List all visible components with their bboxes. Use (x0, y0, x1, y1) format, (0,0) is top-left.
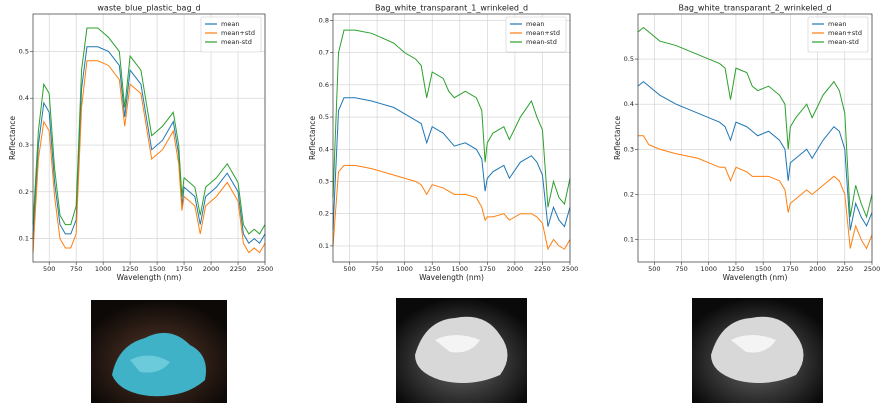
x-tick-label: 500 (343, 265, 355, 273)
x-tick-label: 2000 (507, 265, 524, 273)
x-tick-label: 500 (43, 265, 55, 273)
y-axis-label: Reflectance (308, 116, 317, 160)
x-axis-label: Wavelength (nm) (419, 273, 484, 282)
x-axis-label: Wavelength (nm) (723, 273, 788, 282)
x-axis-label: Wavelength (nm) (117, 273, 182, 282)
series-line (32, 60, 266, 254)
plot-area (638, 14, 872, 262)
x-tick-label: 2500 (864, 265, 881, 273)
y-tick-label: 0.2 (319, 210, 329, 218)
x-tick-label: 750 (371, 265, 383, 273)
series-line (32, 46, 266, 245)
legend-label: mean+std (221, 29, 255, 37)
x-tick-label: 1500 (451, 265, 468, 273)
x-tick-label: 2000 (203, 265, 220, 273)
y-tick-label: 0.7 (319, 49, 329, 57)
legend-label: mean (526, 20, 544, 28)
y-tick-label: 0.8 (319, 16, 329, 24)
photo-blue-bag (91, 300, 227, 403)
series-line (32, 27, 266, 235)
x-tick-label: 2500 (257, 265, 274, 273)
x-tick-label: 1000 (396, 265, 413, 273)
series-line (637, 26, 873, 219)
y-tick-label: 0.2 (624, 190, 634, 198)
x-tick-label: 2250 (837, 265, 854, 273)
y-axis-label: Reflectance (613, 116, 622, 160)
series-line (332, 97, 571, 230)
y-tick-label: 0.3 (19, 141, 29, 149)
legend-label: mean+std (526, 29, 560, 37)
x-tick-label: 1000 (700, 265, 717, 273)
legend-box (505, 16, 567, 53)
x-tick-label: 1000 (95, 265, 112, 273)
series-line (637, 80, 873, 231)
chart-panel: 500 750 1000 1250 1500 1750 2000 2250 2500 0.1 0.2… (613, 4, 880, 283)
x-tick-label: 2250 (230, 265, 247, 273)
series-line (638, 135, 873, 250)
x-tick-label: 750 (675, 265, 687, 273)
plot-frame (637, 13, 873, 263)
x-tick-label: 1750 (479, 265, 496, 273)
photo-white-bag-2 (692, 298, 823, 403)
legend-label: mean (221, 20, 239, 28)
plot-frame (32, 13, 266, 263)
legend-label: mean-std (526, 38, 557, 46)
chart-title: Bag_white_transparant_2_wrinkeled_d (678, 4, 831, 13)
legend-label: mean (828, 20, 846, 28)
series-line (332, 164, 571, 251)
chart-title: Bag_white_transparant_1_wrinkeled_d (375, 4, 528, 13)
legend-box (200, 16, 262, 53)
y-tick-label: 0.3 (624, 145, 634, 153)
chart-panel: 500 750 1000 1250 1500 1750 2000 2250 2500 0.1 0.2… (8, 4, 273, 283)
x-tick-label: 2500 (562, 265, 579, 273)
y-tick-label: 0.6 (319, 81, 329, 89)
photo-white-bag-1 (396, 298, 527, 403)
y-tick-label: 0.2 (19, 188, 29, 196)
y-tick-label: 0.1 (319, 242, 329, 250)
legend-label: mean-std (221, 38, 252, 46)
x-tick-label: 1250 (728, 265, 745, 273)
y-tick-label: 0.3 (319, 177, 329, 185)
x-tick-label: 1250 (424, 265, 441, 273)
x-tick-label: 1500 (755, 265, 772, 273)
chart-title: waste_blue_plastic_bag_d (97, 4, 200, 13)
legend-label: mean+std (828, 29, 862, 37)
chart-panel: 500 750 1000 1250 1500 1750 2000 2250 2500 0.1 0.2… (308, 4, 578, 283)
plot-area (333, 14, 570, 262)
y-axis-label: Reflectance (8, 116, 17, 160)
series-line (332, 29, 571, 208)
x-tick-label: 1750 (176, 265, 193, 273)
x-tick-label: 2000 (809, 265, 826, 273)
x-tick-label: 1500 (149, 265, 166, 273)
plot-frame (332, 13, 571, 263)
x-tick-label: 1750 (782, 265, 799, 273)
x-tick-label: 750 (70, 265, 82, 273)
y-tick-label: 0.4 (319, 145, 329, 153)
y-tick-label: 0.1 (624, 235, 634, 243)
y-tick-label: 0.4 (19, 94, 29, 102)
y-tick-label: 0.5 (624, 55, 634, 63)
y-tick-label: 0.5 (19, 47, 29, 55)
y-tick-label: 0.5 (319, 113, 329, 121)
x-tick-label: 2250 (534, 265, 551, 273)
y-tick-label: 0.1 (19, 235, 29, 243)
y-tick-label: 0.4 (624, 100, 634, 108)
legend-box (807, 16, 869, 53)
x-tick-label: 500 (648, 265, 660, 273)
x-tick-label: 1250 (122, 265, 139, 273)
legend-label: mean-std (828, 38, 859, 46)
